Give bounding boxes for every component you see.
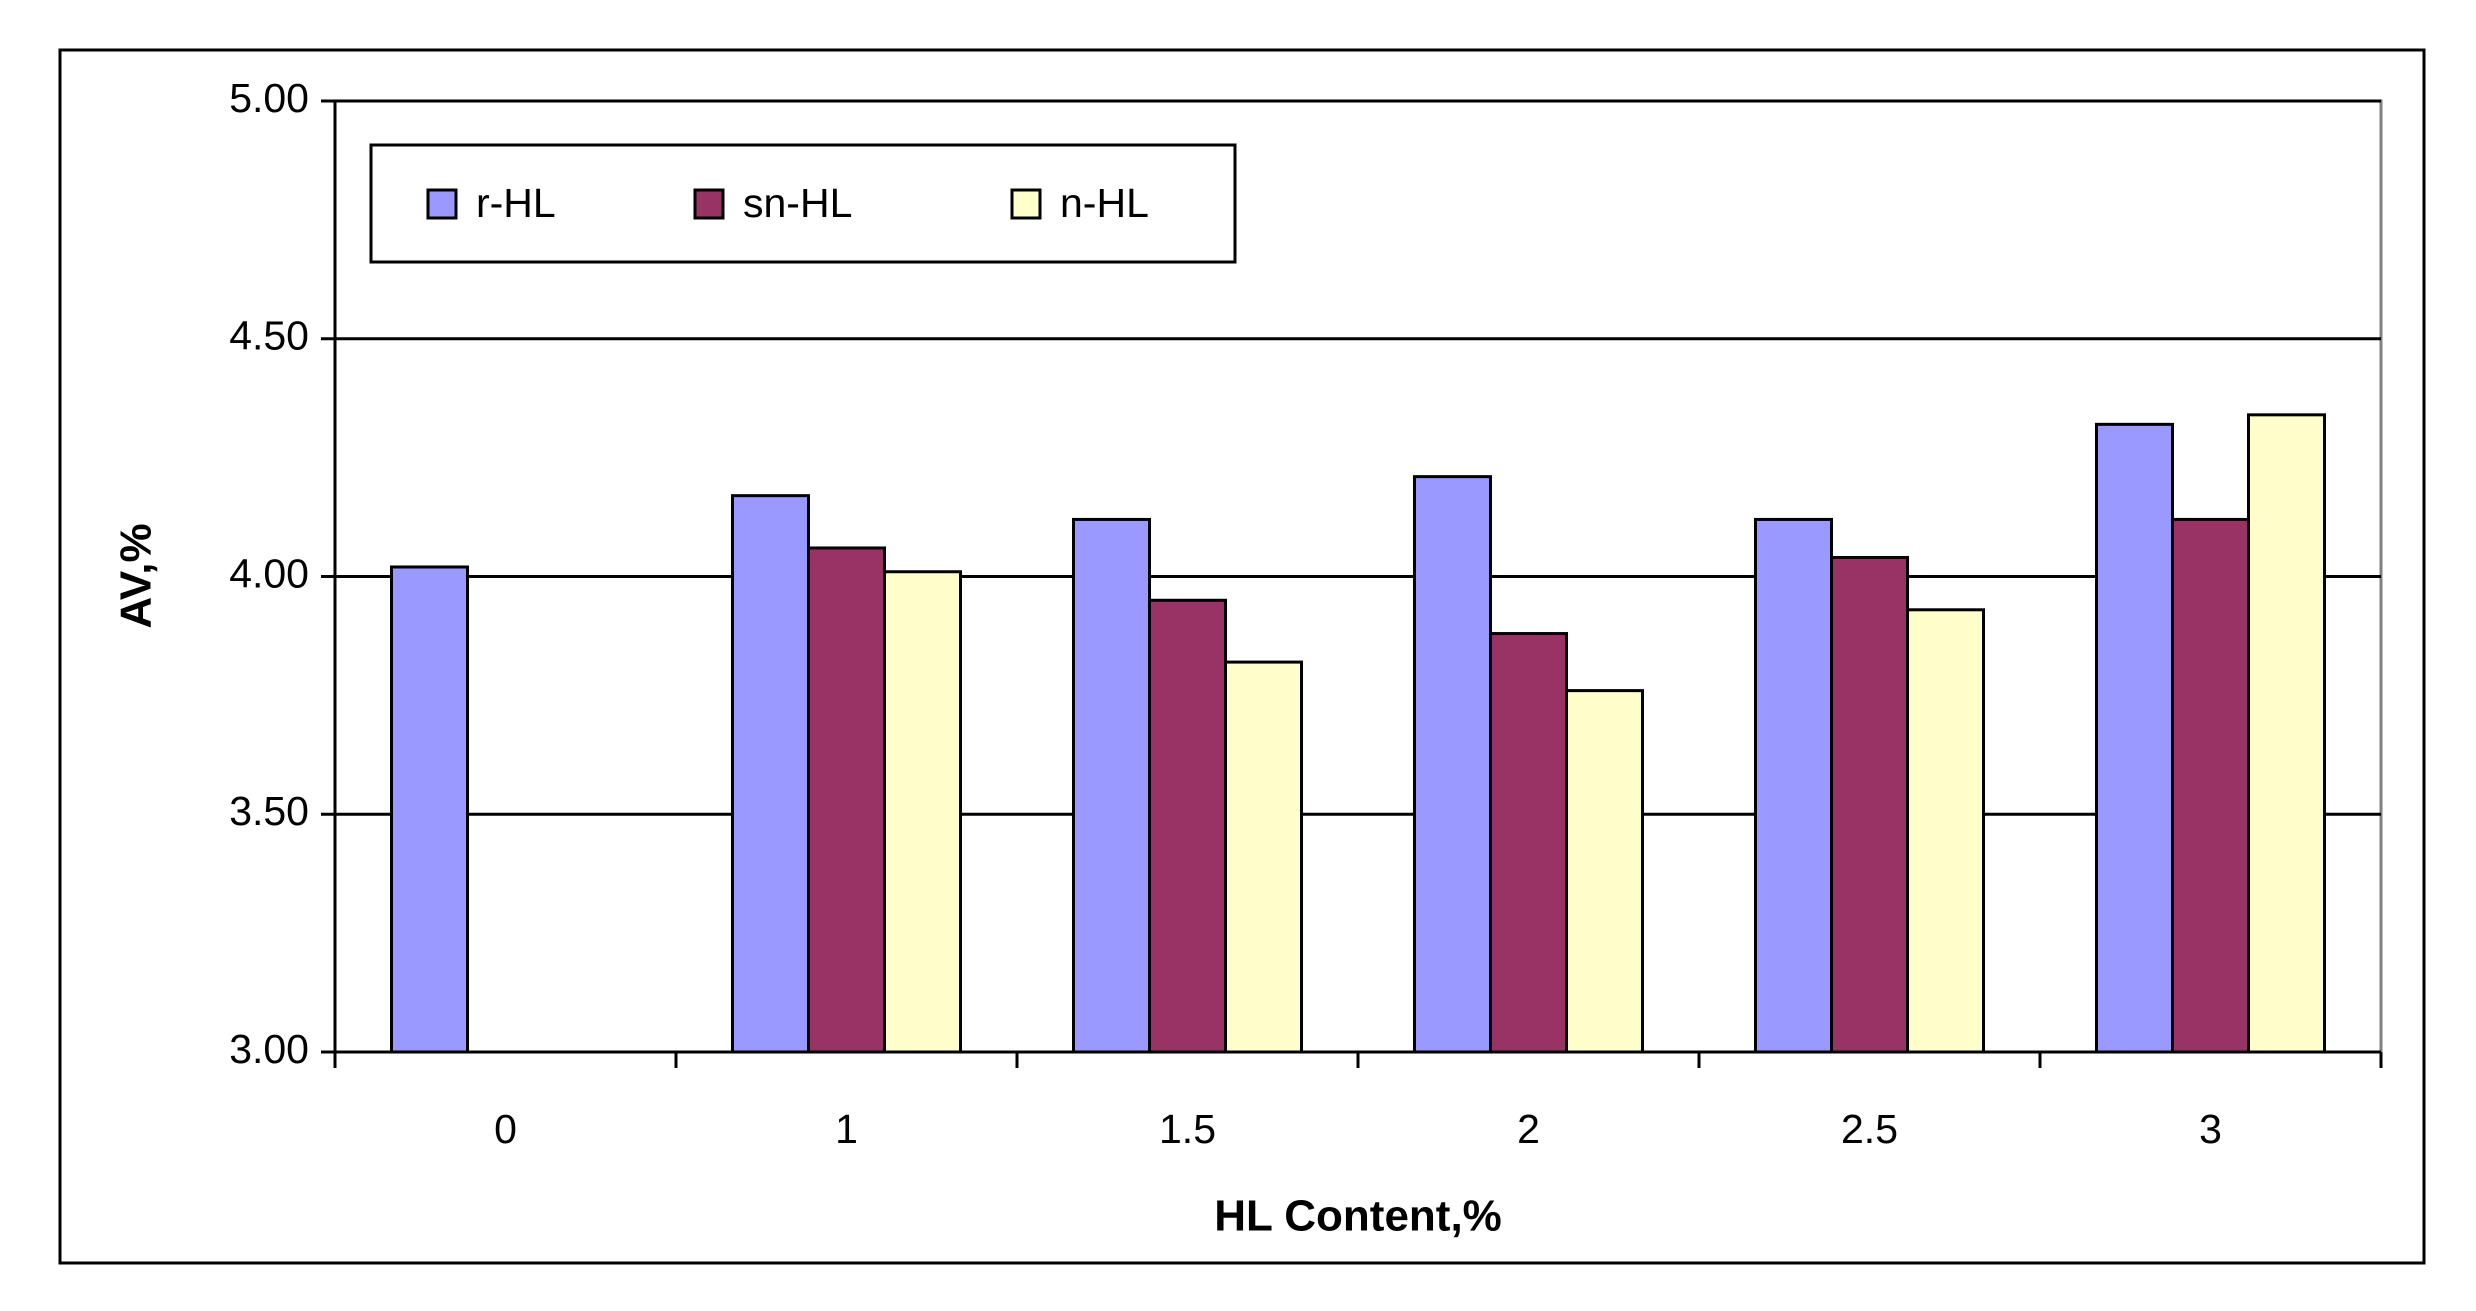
y-tick-label: 4.50	[229, 313, 309, 359]
bar	[1413, 475, 1492, 1054]
legend-label: r-HL	[476, 180, 556, 226]
bar	[1565, 689, 1644, 1054]
bar	[807, 546, 886, 1054]
bar	[1072, 517, 1151, 1054]
x-tick-label: 1	[835, 1106, 858, 1152]
x-tick-label: 2	[1517, 1106, 1540, 1152]
y-tick-label: 3.00	[229, 1026, 309, 1072]
bar	[390, 565, 469, 1054]
bar	[1754, 517, 1833, 1054]
x-axis-title: HL Content,%	[1214, 1192, 1502, 1241]
legend-swatch	[693, 188, 725, 220]
y-tick-label: 3.50	[229, 788, 309, 834]
x-tick-label: 2.5	[1841, 1106, 1898, 1152]
legend-label: sn-HL	[743, 180, 852, 226]
bar	[883, 570, 962, 1054]
legend-swatch	[1010, 188, 1042, 220]
bar	[1489, 632, 1568, 1054]
bar	[2247, 413, 2326, 1054]
bar	[2171, 517, 2250, 1054]
legend-swatch	[426, 188, 458, 220]
bar	[1224, 660, 1303, 1054]
x-tick-label: 1.5	[1159, 1106, 1216, 1152]
x-tick-label: 3	[2199, 1106, 2222, 1152]
bar	[1148, 598, 1227, 1054]
bar	[1830, 555, 1909, 1054]
x-tick-label: 0	[494, 1106, 517, 1152]
y-tick-label: 5.00	[229, 75, 309, 121]
legend-label: n-HL	[1060, 180, 1149, 226]
bar	[1906, 608, 1985, 1054]
bar	[731, 494, 810, 1054]
bar	[2095, 422, 2174, 1054]
legend-box	[369, 143, 1237, 264]
y-tick-label: 4.00	[229, 550, 309, 596]
y-axis-title: AV,%	[112, 523, 161, 628]
